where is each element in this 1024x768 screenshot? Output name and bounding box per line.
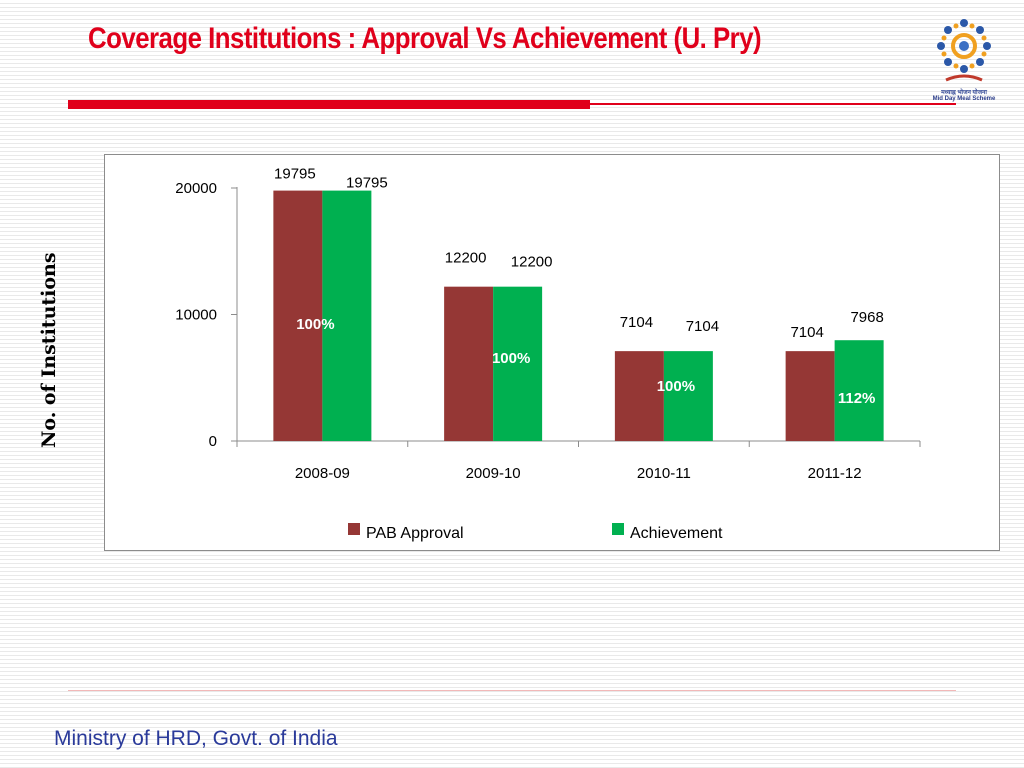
footer-text: Ministry of HRD, Govt. of India xyxy=(54,727,338,750)
chart-area: 0 10000 20000 19795 19795 2008-09 12200 12200 20… xyxy=(104,154,1000,551)
data-label-achievement: 7104 xyxy=(686,318,719,335)
logo-english-text: Mid Day Meal Scheme xyxy=(932,96,996,102)
legend-label-pab-approval: PAB Approval xyxy=(366,525,464,542)
percent-annotation: 100% xyxy=(492,350,530,367)
mid-day-meal-emblem-icon xyxy=(937,19,991,82)
bar-achievement xyxy=(493,286,543,441)
mid-day-meal-logo: मध्याह्न भोजन योजना Mid Day Meal Scheme xyxy=(926,14,1002,106)
data-label-pab-approval: 12200 xyxy=(445,250,487,267)
bar-pab-approval xyxy=(273,190,323,441)
bar-achievement xyxy=(834,340,884,441)
footer-divider xyxy=(68,690,956,691)
data-label-achievement: 7968 xyxy=(850,309,883,326)
title-underline-thin xyxy=(590,103,956,105)
logo-hindi-text: मध्याह्न भोजन योजना xyxy=(941,90,987,96)
x-tick-label: 2009-10 xyxy=(466,465,521,482)
y-tick-label: 10000 xyxy=(175,307,217,324)
x-tick-label: 2011-12 xyxy=(808,465,862,482)
title-underline-thick xyxy=(68,100,590,109)
bar-achievement xyxy=(663,351,713,441)
legend-swatch-pab-approval xyxy=(348,523,360,535)
data-label-pab-approval: 7104 xyxy=(620,314,653,331)
percent-annotation: 100% xyxy=(657,378,695,395)
slide-title: Coverage Institutions : Approval Vs Achi… xyxy=(88,22,762,55)
data-label-achievement: 19795 xyxy=(346,175,388,192)
bar-achievement xyxy=(322,190,372,441)
y-tick-label: 20000 xyxy=(175,180,217,197)
data-label-pab-approval: 7104 xyxy=(790,324,823,341)
x-tick-label: 2008-09 xyxy=(295,465,350,482)
x-tick-label: 2010-11 xyxy=(637,465,691,482)
legend-swatch-achievement xyxy=(612,523,624,535)
percent-annotation: 112% xyxy=(838,390,876,407)
percent-annotation: 100% xyxy=(296,316,334,333)
y-axis-title: No. of Institutions xyxy=(38,252,60,448)
data-label-achievement: 12200 xyxy=(511,254,553,271)
bar-pab-approval xyxy=(614,351,664,441)
y-tick-label: 0 xyxy=(209,433,217,450)
data-label-pab-approval: 19795 xyxy=(274,166,316,183)
bar-pab-approval xyxy=(785,351,835,441)
legend-label-achievement: Achievement xyxy=(630,525,723,542)
bar-pab-approval xyxy=(444,286,494,441)
bar-chart: 0 10000 20000 19795 19795 2008-09 12200 12200 20… xyxy=(175,166,921,542)
